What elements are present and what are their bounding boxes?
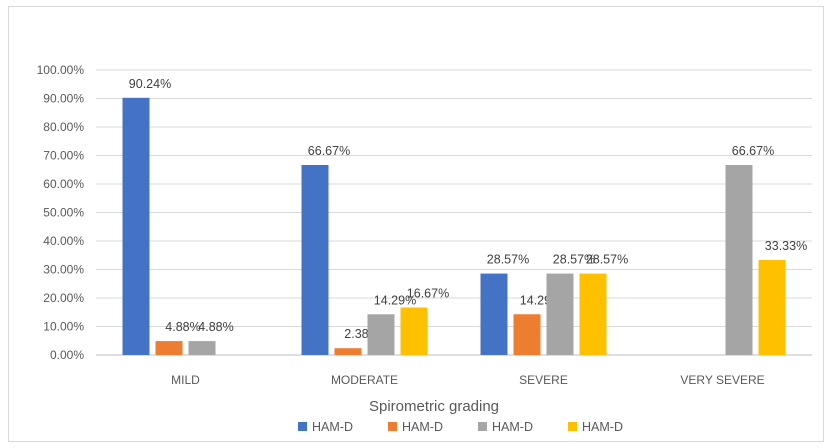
- y-tick-label: 10.00%: [43, 320, 84, 334]
- y-tick-label: 90.00%: [43, 92, 84, 106]
- legend-label: HAM-D: [402, 420, 443, 434]
- bar: [189, 341, 216, 355]
- y-tick-label: 70.00%: [43, 149, 84, 163]
- data-label: 4.88%: [198, 320, 233, 334]
- legend-label: HAM-D: [492, 420, 533, 434]
- data-label: 4.88%: [165, 320, 200, 334]
- bar: [514, 314, 541, 355]
- y-tick-label: 60.00%: [43, 177, 84, 191]
- y-tick-label: 50.00%: [43, 206, 84, 220]
- x-tick-label: MODERATE: [331, 373, 398, 387]
- bar: [368, 314, 395, 355]
- bar: [335, 348, 362, 355]
- bar: [759, 260, 786, 355]
- data-label: 66.67%: [308, 144, 350, 158]
- legend-swatch: [568, 422, 577, 431]
- legend-label: HAM-D: [312, 420, 353, 434]
- bar: [580, 274, 607, 355]
- bar: [401, 307, 428, 355]
- bar: [726, 165, 753, 355]
- y-tick-label: 40.00%: [43, 234, 84, 248]
- y-tick-label: 0.00%: [50, 348, 84, 362]
- data-label: 28.57%: [586, 253, 628, 267]
- y-tick-label: 20.00%: [43, 291, 84, 305]
- legend-swatch: [478, 422, 487, 431]
- bar: [302, 165, 329, 355]
- legend-swatch: [298, 422, 307, 431]
- data-label: 90.24%: [129, 77, 171, 91]
- legend-label: HAM-D: [582, 420, 623, 434]
- data-label: 28.57%: [487, 253, 529, 267]
- x-tick-label: SEVERE: [519, 373, 568, 387]
- data-label: 66.67%: [732, 144, 774, 158]
- x-tick-label: MILD: [171, 373, 200, 387]
- bar: [156, 341, 183, 355]
- data-label: 16.67%: [407, 286, 449, 300]
- x-tick-label: VERY SEVERE: [680, 373, 764, 387]
- y-tick-label: 80.00%: [43, 120, 84, 134]
- bar: [123, 98, 150, 355]
- legend-swatch: [388, 422, 397, 431]
- x-axis-title: Spirometric grading: [369, 398, 499, 415]
- bar: [547, 274, 574, 355]
- bar: [481, 274, 508, 355]
- y-tick-label: 30.00%: [43, 263, 84, 277]
- data-label: 33.33%: [765, 239, 807, 253]
- y-tick-label: 100.00%: [37, 63, 85, 77]
